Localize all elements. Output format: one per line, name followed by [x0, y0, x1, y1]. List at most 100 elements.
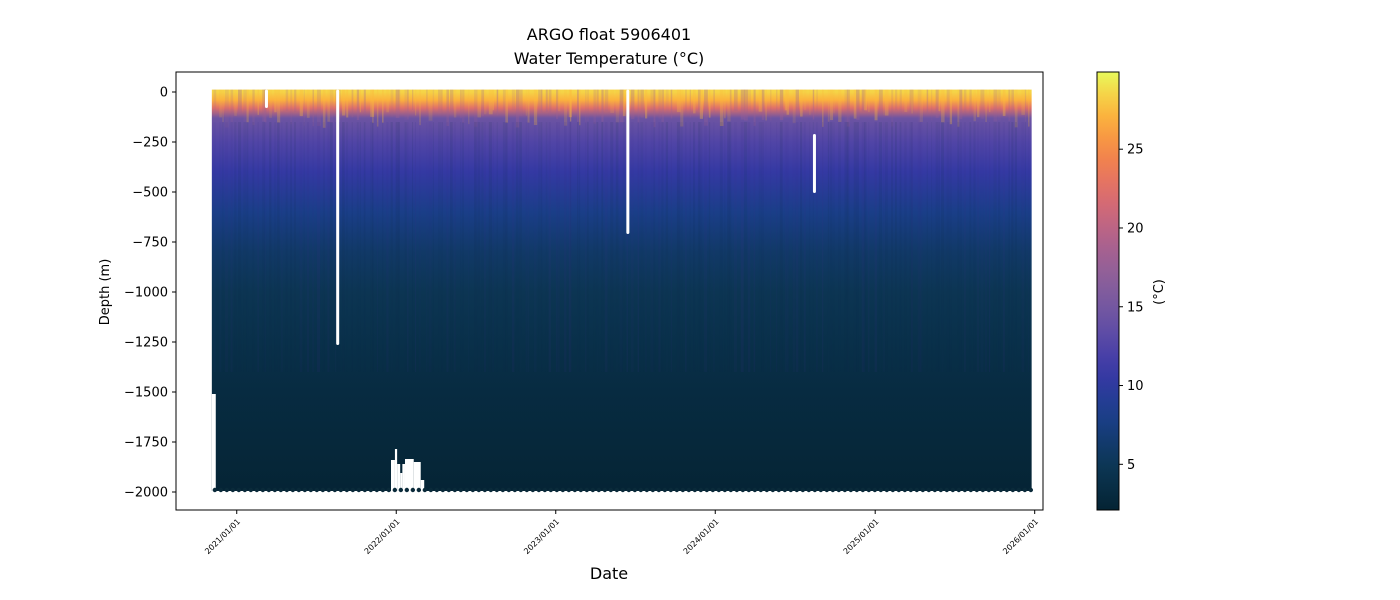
profile-bottom	[554, 487, 560, 493]
data-gap	[812, 134, 816, 193]
profile-bottom	[734, 487, 740, 493]
profile-streak	[957, 89, 960, 127]
profile-streak	[446, 122, 449, 372]
profile-streak	[351, 122, 353, 372]
profile-depth-limit	[404, 459, 414, 499]
profile-streak	[540, 122, 543, 372]
profile-bottom	[608, 487, 614, 493]
y-tick-label: −1500	[124, 386, 168, 401]
profile-bottom	[818, 487, 824, 493]
profile-streak	[269, 122, 272, 372]
profile-streak	[630, 89, 635, 120]
profile-streak	[483, 122, 487, 372]
profile-streak	[488, 122, 492, 372]
profile-streak	[680, 122, 683, 372]
profile-streak	[1014, 122, 1017, 372]
profile-streak	[356, 122, 359, 372]
profile-streak	[299, 89, 303, 117]
profile-streak	[661, 122, 664, 372]
profile-streak	[262, 89, 266, 122]
profile-streak	[246, 122, 249, 372]
profile-streak	[327, 122, 330, 372]
profile-streak	[527, 122, 530, 372]
colorbar-tick-label: 10	[1127, 379, 1144, 394]
profile-streak	[670, 122, 672, 372]
profile-streak	[1021, 89, 1026, 115]
profile-streak	[601, 122, 604, 372]
profile-streak	[370, 122, 374, 372]
profile-streak	[281, 89, 283, 112]
chart-subtitle: Water Temperature (°C)	[514, 49, 704, 68]
profile-streak	[708, 89, 711, 118]
profile-bottom	[494, 487, 500, 493]
profile-streak	[407, 122, 409, 372]
profile-bottom	[650, 487, 656, 493]
profile-bottom	[266, 487, 272, 493]
profile-bottom	[830, 487, 836, 493]
profile-bottom	[566, 487, 572, 493]
profile-streak	[786, 89, 790, 115]
profile-streak	[644, 122, 647, 372]
profile-streak	[303, 89, 305, 126]
profile-streak	[545, 122, 548, 372]
profile-streak	[316, 122, 321, 372]
profile-streak	[557, 89, 561, 112]
profile-streak	[816, 89, 818, 116]
profile-bottom	[464, 487, 470, 493]
profile-bottom	[410, 487, 416, 493]
profile-streak	[795, 89, 800, 115]
y-tick-label: −1250	[124, 336, 168, 351]
profile-bottom	[770, 487, 776, 493]
profile-streak	[863, 89, 868, 111]
plot-frame	[175, 71, 1044, 511]
profile-bottom	[908, 487, 914, 493]
profile-streak	[468, 122, 470, 372]
profile-streak	[262, 122, 265, 372]
profile-streak	[398, 89, 401, 115]
profile-streak	[525, 89, 527, 116]
profile-streak	[800, 122, 803, 372]
profile-streak	[615, 122, 619, 372]
profile-streak	[390, 122, 393, 372]
profile-streak	[515, 89, 520, 128]
profile-streak	[761, 89, 765, 120]
profile-bottom	[956, 487, 962, 493]
profile-streak	[533, 89, 538, 126]
profile-bottom	[638, 487, 644, 493]
profile-bottom	[626, 487, 632, 493]
colorbar-tick-label: 5	[1127, 458, 1135, 473]
profile-streak	[833, 122, 835, 372]
profile-bottom	[746, 487, 752, 493]
profile-streak	[795, 122, 799, 372]
profile-streak	[274, 122, 277, 372]
profile-streak	[372, 89, 374, 124]
profile-streak	[557, 122, 560, 372]
profile-streak	[462, 122, 464, 372]
profile-bottom	[524, 487, 530, 493]
profile-bottom	[230, 487, 236, 493]
profile-streak	[496, 89, 499, 116]
profile-streak	[938, 89, 941, 112]
profile-bottom	[386, 487, 392, 493]
profile-streak	[729, 89, 732, 113]
profile-bottom	[806, 487, 812, 493]
colorbar-tick-label: 25	[1127, 143, 1144, 158]
profile-streak	[519, 122, 522, 372]
profile-streak	[761, 122, 764, 372]
profile-streak	[419, 89, 421, 126]
profile-streak	[569, 89, 572, 122]
profile-streak	[812, 89, 815, 120]
colorbar: 5 10 15 20 25	[1096, 71, 1144, 511]
profile-streak	[973, 89, 977, 122]
profile-streak	[213, 89, 217, 113]
profile-streak	[511, 122, 515, 372]
profile-streak	[993, 89, 998, 122]
profile-streak	[727, 122, 730, 372]
profile-streak	[740, 122, 744, 372]
profile-streak	[833, 89, 835, 114]
profile-bottom	[1028, 487, 1034, 493]
profile-streak	[993, 122, 997, 372]
profile-streak	[770, 89, 772, 121]
profile-streak	[885, 122, 888, 372]
profile-bottom	[368, 487, 374, 493]
